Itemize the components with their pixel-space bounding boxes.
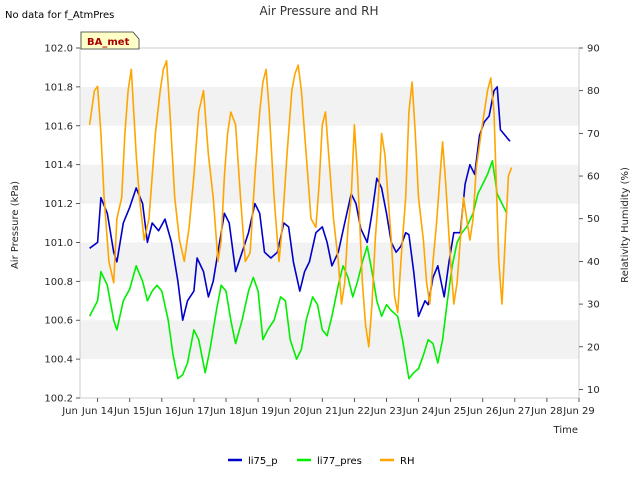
x-tick-label: Jun 20 xyxy=(273,406,306,417)
y2-axis-label: Relativity Humidity (%) xyxy=(620,167,631,283)
plot-frame xyxy=(79,47,580,399)
x-tick-label: Jun 17 xyxy=(177,406,210,417)
x-tick-label: Jun 27 xyxy=(498,406,531,417)
badge-label: BA_met xyxy=(87,37,130,48)
y2-tick-label: 50 xyxy=(587,214,600,225)
grid-band xyxy=(80,86,579,126)
legend-label: RH xyxy=(400,456,414,467)
no-data-note: No data for f_AtmPres xyxy=(5,10,114,21)
x-tick-label: Jun 22 xyxy=(338,406,371,417)
legend-label: li75_p xyxy=(248,456,278,467)
y2-tick-label: 70 xyxy=(587,129,600,140)
y2-tick-label: 80 xyxy=(587,86,600,97)
x-tick-label: Jun 24 xyxy=(402,406,435,417)
chart-title: Air Pressure and RH xyxy=(259,4,378,18)
x-tick-label: Jun 16 xyxy=(145,406,178,417)
y-tick-label: 101.0 xyxy=(44,238,73,249)
y2-tick-label: 10 xyxy=(587,385,600,396)
x-tick-label: Jun 29 xyxy=(562,406,595,417)
x-tick-label: Jun 28 xyxy=(530,406,563,417)
series-lines xyxy=(88,60,513,380)
y-tick-label: 102.0 xyxy=(44,44,73,55)
legend: li75_p li77_pres RH xyxy=(228,456,414,467)
x-tick-label: Jun 18 xyxy=(209,406,242,417)
plot-area xyxy=(79,47,580,399)
y2-tick-label: 30 xyxy=(587,300,600,311)
x-axis-ticks: Jun 14 Jun 15 Jun 16 Jun 17 Jun 18 Jun 19 Jun … xyxy=(61,398,595,417)
x-axis-label: Time xyxy=(553,425,578,436)
series-line-li77_pres xyxy=(88,160,508,380)
x-tick-label: Jun 26 xyxy=(466,406,499,417)
y2-tick-label: 20 xyxy=(587,342,600,353)
y-tick-label: 100.4 xyxy=(44,355,73,366)
left-axis-ticks: 100.2 100.4 100.6 100.8 101.0 101.2 101.4 101.6… xyxy=(44,44,80,405)
series-line-RH xyxy=(88,60,513,348)
x-tick-label: Jun xyxy=(61,406,78,417)
y-tick-label: 101.8 xyxy=(44,82,73,93)
right-axis-ticks: 10 20 30 40 50 60 70 80 90 xyxy=(579,44,600,396)
x-tick-label: Jun 14 xyxy=(81,406,114,417)
y-tick-label: 101.4 xyxy=(44,160,73,171)
grid-band xyxy=(80,242,579,282)
y-tick-label: 101.6 xyxy=(44,121,73,132)
y-axis-label: Air Pressure (kPa) xyxy=(10,181,21,269)
x-tick-label: Jun 23 xyxy=(370,406,403,417)
y2-tick-label: 60 xyxy=(587,172,600,183)
series-line-li75_p xyxy=(89,86,511,321)
y2-tick-label: 40 xyxy=(587,257,600,268)
x-tick-label: Jun 25 xyxy=(434,406,467,417)
y-tick-label: 101.2 xyxy=(44,199,73,210)
station-badge: BA_met xyxy=(80,31,140,50)
y-tick-label: 100.6 xyxy=(44,316,73,327)
badge-shape xyxy=(80,31,140,50)
x-tick-label: Jun 21 xyxy=(306,406,339,417)
legend-label: li77_pres xyxy=(317,456,362,467)
y2-tick-label: 90 xyxy=(587,44,600,55)
y-tick-label: 100.2 xyxy=(44,394,73,405)
x-tick-label: Jun 19 xyxy=(241,406,274,417)
y-tick-label: 100.8 xyxy=(44,277,73,288)
x-tick-label: Jun 15 xyxy=(113,406,146,417)
